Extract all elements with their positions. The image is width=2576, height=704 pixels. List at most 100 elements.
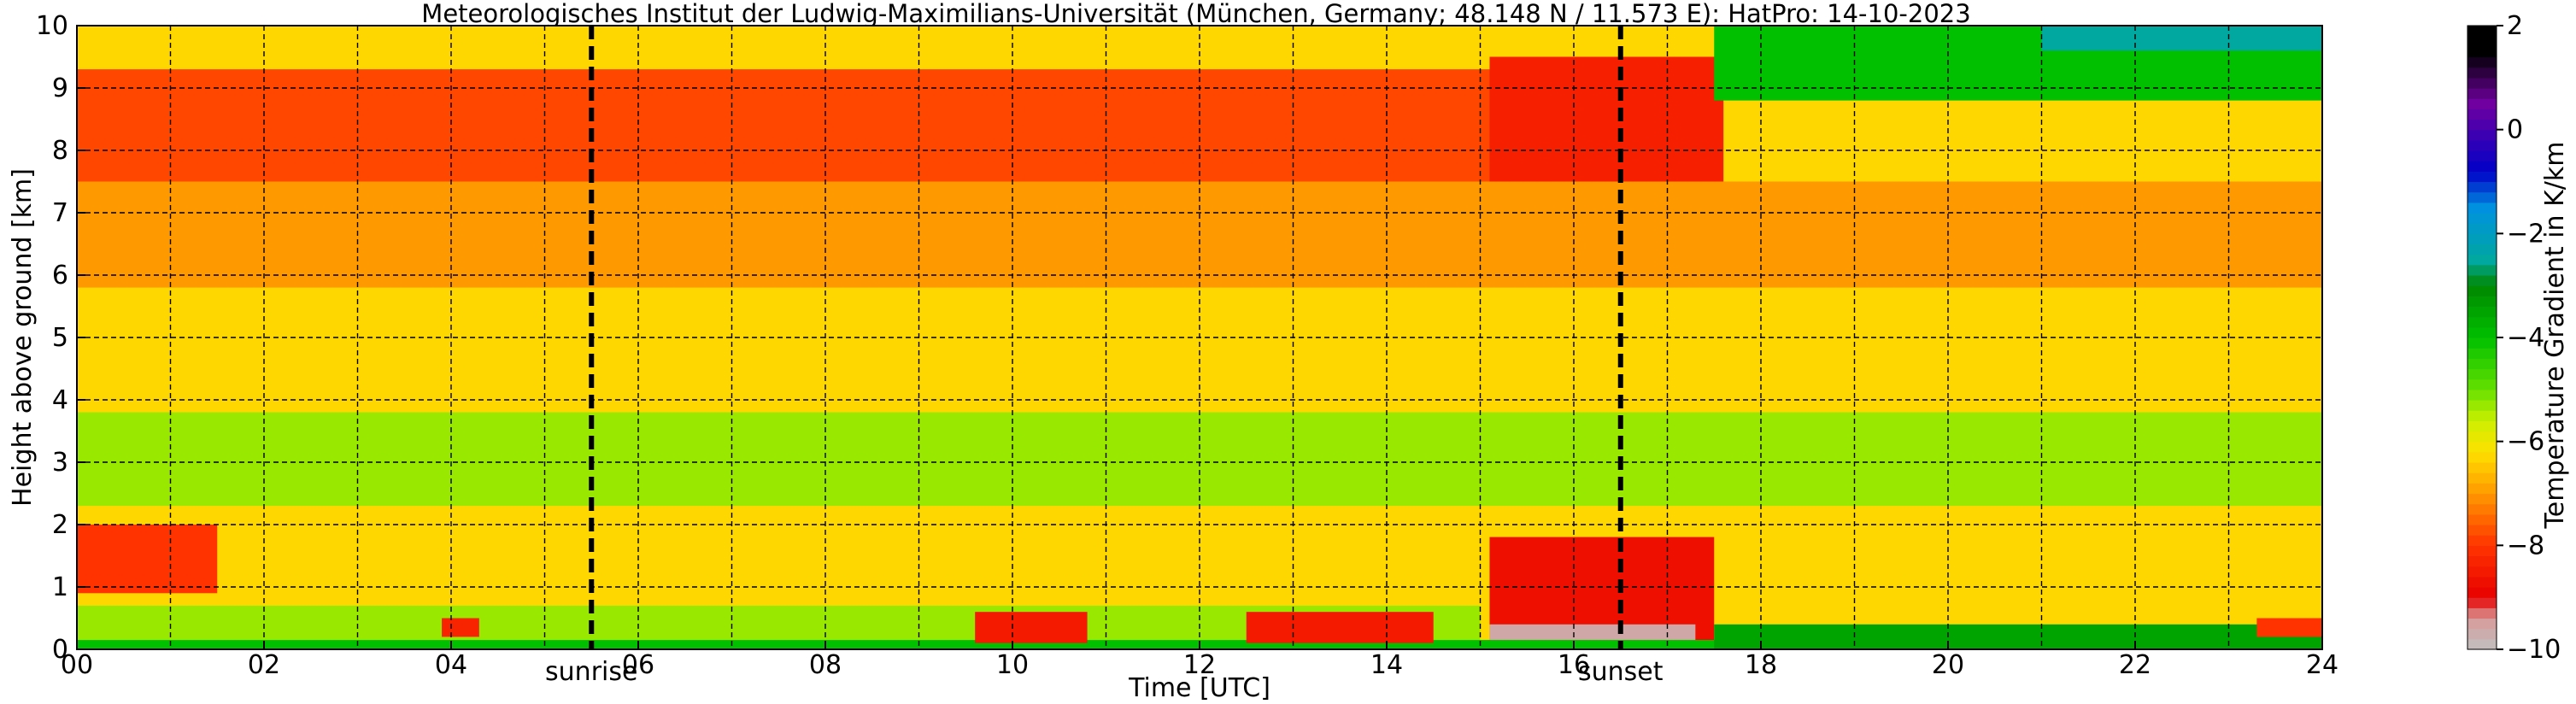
y-tick-label: 3 [52, 448, 68, 478]
x-tick-label: 02 [248, 650, 280, 680]
colorbar-segment [2467, 535, 2497, 546]
heatmap-cell [1246, 612, 1434, 643]
y-tick-label: 1 [52, 572, 68, 602]
colorbar-tick-label: −10 [2507, 635, 2561, 665]
colorbar-tick-label: 2 [2507, 11, 2523, 41]
colorbar-segment [2467, 243, 2497, 255]
y-tick-label: 0 [52, 635, 68, 665]
colorbar-segment [2467, 389, 2497, 401]
colorbar-segment [2467, 119, 2497, 131]
colorbar-segment [2467, 503, 2497, 515]
x-tick-label: 08 [809, 650, 842, 680]
colorbar-segment [2467, 378, 2497, 390]
colorbar-segment [2467, 618, 2497, 630]
heatmap-cell [442, 618, 479, 637]
colorbar-tick-label: −4 [2507, 323, 2544, 353]
colorbar-segment [2467, 337, 2497, 349]
colorbar-segment [2467, 171, 2497, 183]
x-tick-label: 12 [1183, 650, 1216, 680]
colorbar-segment [2467, 513, 2497, 525]
y-tick-label: 9 [52, 73, 68, 103]
colorbar-segment [2467, 275, 2497, 286]
colorbar-segment [2467, 233, 2497, 245]
colorbar-segment [2467, 181, 2497, 193]
colorbar-segment [2467, 56, 2497, 68]
colorbar-segment [2467, 493, 2497, 505]
sunrise-label: sunrise [545, 657, 637, 687]
x-tick-label: 18 [1745, 650, 1777, 680]
colorbar-segment [2467, 36, 2497, 47]
colorbar-segment [2467, 638, 2497, 650]
colorbar-segment [2467, 191, 2497, 203]
colorbar-segment [2467, 431, 2497, 443]
colorbar-segment [2467, 129, 2497, 141]
colorbar-tick-label: −6 [2507, 427, 2544, 457]
colorbar-tick-label: 0 [2507, 115, 2523, 145]
colorbar-segment [2467, 483, 2497, 495]
colorbar-tick-label: −2 [2507, 219, 2544, 249]
heatmap-cell [1489, 56, 1724, 182]
colorbar-segment [2467, 555, 2497, 567]
colorbar-segment [2467, 472, 2497, 484]
colorbar-segment [2467, 150, 2497, 161]
y-tick-label: 10 [36, 11, 68, 41]
colorbar-segment [2467, 525, 2497, 536]
chart-title: Meteorologisches Institut der Ludwig-Max… [421, 0, 1970, 28]
colorbar-segment [2467, 67, 2497, 79]
colorbar-segment [2467, 566, 2497, 578]
x-axis-ticks: 00 02 04 06 08 10 12 14 16 18 20 22 24 [61, 641, 2338, 680]
colorbar-segment [2467, 139, 2497, 151]
colorbar-segment [2467, 348, 2497, 359]
x-tick-label: 06 [622, 650, 654, 680]
colorbar-segment [2467, 410, 2497, 421]
colorbar-segment [2467, 213, 2497, 224]
colorbar-label: Temperature Gradient in K/km [2540, 142, 2570, 530]
colorbar-segment [2467, 451, 2497, 463]
colorbar-segment [2467, 316, 2497, 328]
x-tick-label: 22 [2119, 650, 2151, 680]
heatmap-cell [975, 612, 1088, 643]
colorbar-segment [2467, 368, 2497, 380]
x-tick-label: 16 [1558, 650, 1590, 680]
heatmap-cell [77, 69, 1715, 182]
colorbar-segment [2467, 223, 2497, 234]
x-tick-label: 20 [1932, 650, 1964, 680]
colorbar-segment [2467, 597, 2497, 608]
colorbar-segment [2467, 285, 2497, 296]
colorbar-segment [2467, 441, 2497, 453]
colorbar-segment [2467, 587, 2497, 598]
heatmap-cell [1489, 537, 1715, 641]
y-axis-ticks: 0 1 2 3 4 5 6 7 8 9 10 [36, 11, 85, 665]
colorbar-tick-label: −8 [2507, 531, 2544, 560]
colorbar-segment [2467, 420, 2497, 432]
heatmap-cell [1714, 624, 2322, 649]
x-tick-label: 04 [435, 650, 467, 680]
colorbar-segment [2467, 264, 2497, 276]
colorbar-segment [2467, 545, 2497, 557]
colorbar-segment [2467, 98, 2497, 109]
colorbar-segment [2467, 202, 2497, 214]
y-tick-label: 4 [52, 385, 68, 415]
y-tick-label: 7 [52, 198, 68, 228]
heatmap-cell [2256, 618, 2322, 637]
grid-lines [77, 26, 2322, 649]
colorbar-segment [2467, 400, 2497, 411]
x-tick-label: 14 [1370, 650, 1403, 680]
colorbar-segment [2467, 296, 2497, 308]
y-axis-label: Height above ground [km] [8, 168, 38, 507]
y-tick-label: 5 [52, 323, 68, 353]
y-tick-label: 2 [52, 510, 68, 540]
colorbar-segment [2467, 161, 2497, 172]
y-tick-label: 6 [52, 261, 68, 290]
colorbar-segment [2467, 109, 2497, 120]
colorbar-segment [2467, 326, 2497, 338]
x-tick-label: 10 [996, 650, 1029, 680]
colorbar-segment [2467, 46, 2497, 58]
colorbar-segment [2467, 77, 2497, 89]
y-tick-label: 8 [52, 136, 68, 166]
colorbar-segment [2467, 628, 2497, 640]
colorbar-segment [2467, 576, 2497, 588]
colorbar-segment [2467, 26, 2497, 37]
colorbar-segment [2467, 607, 2497, 619]
